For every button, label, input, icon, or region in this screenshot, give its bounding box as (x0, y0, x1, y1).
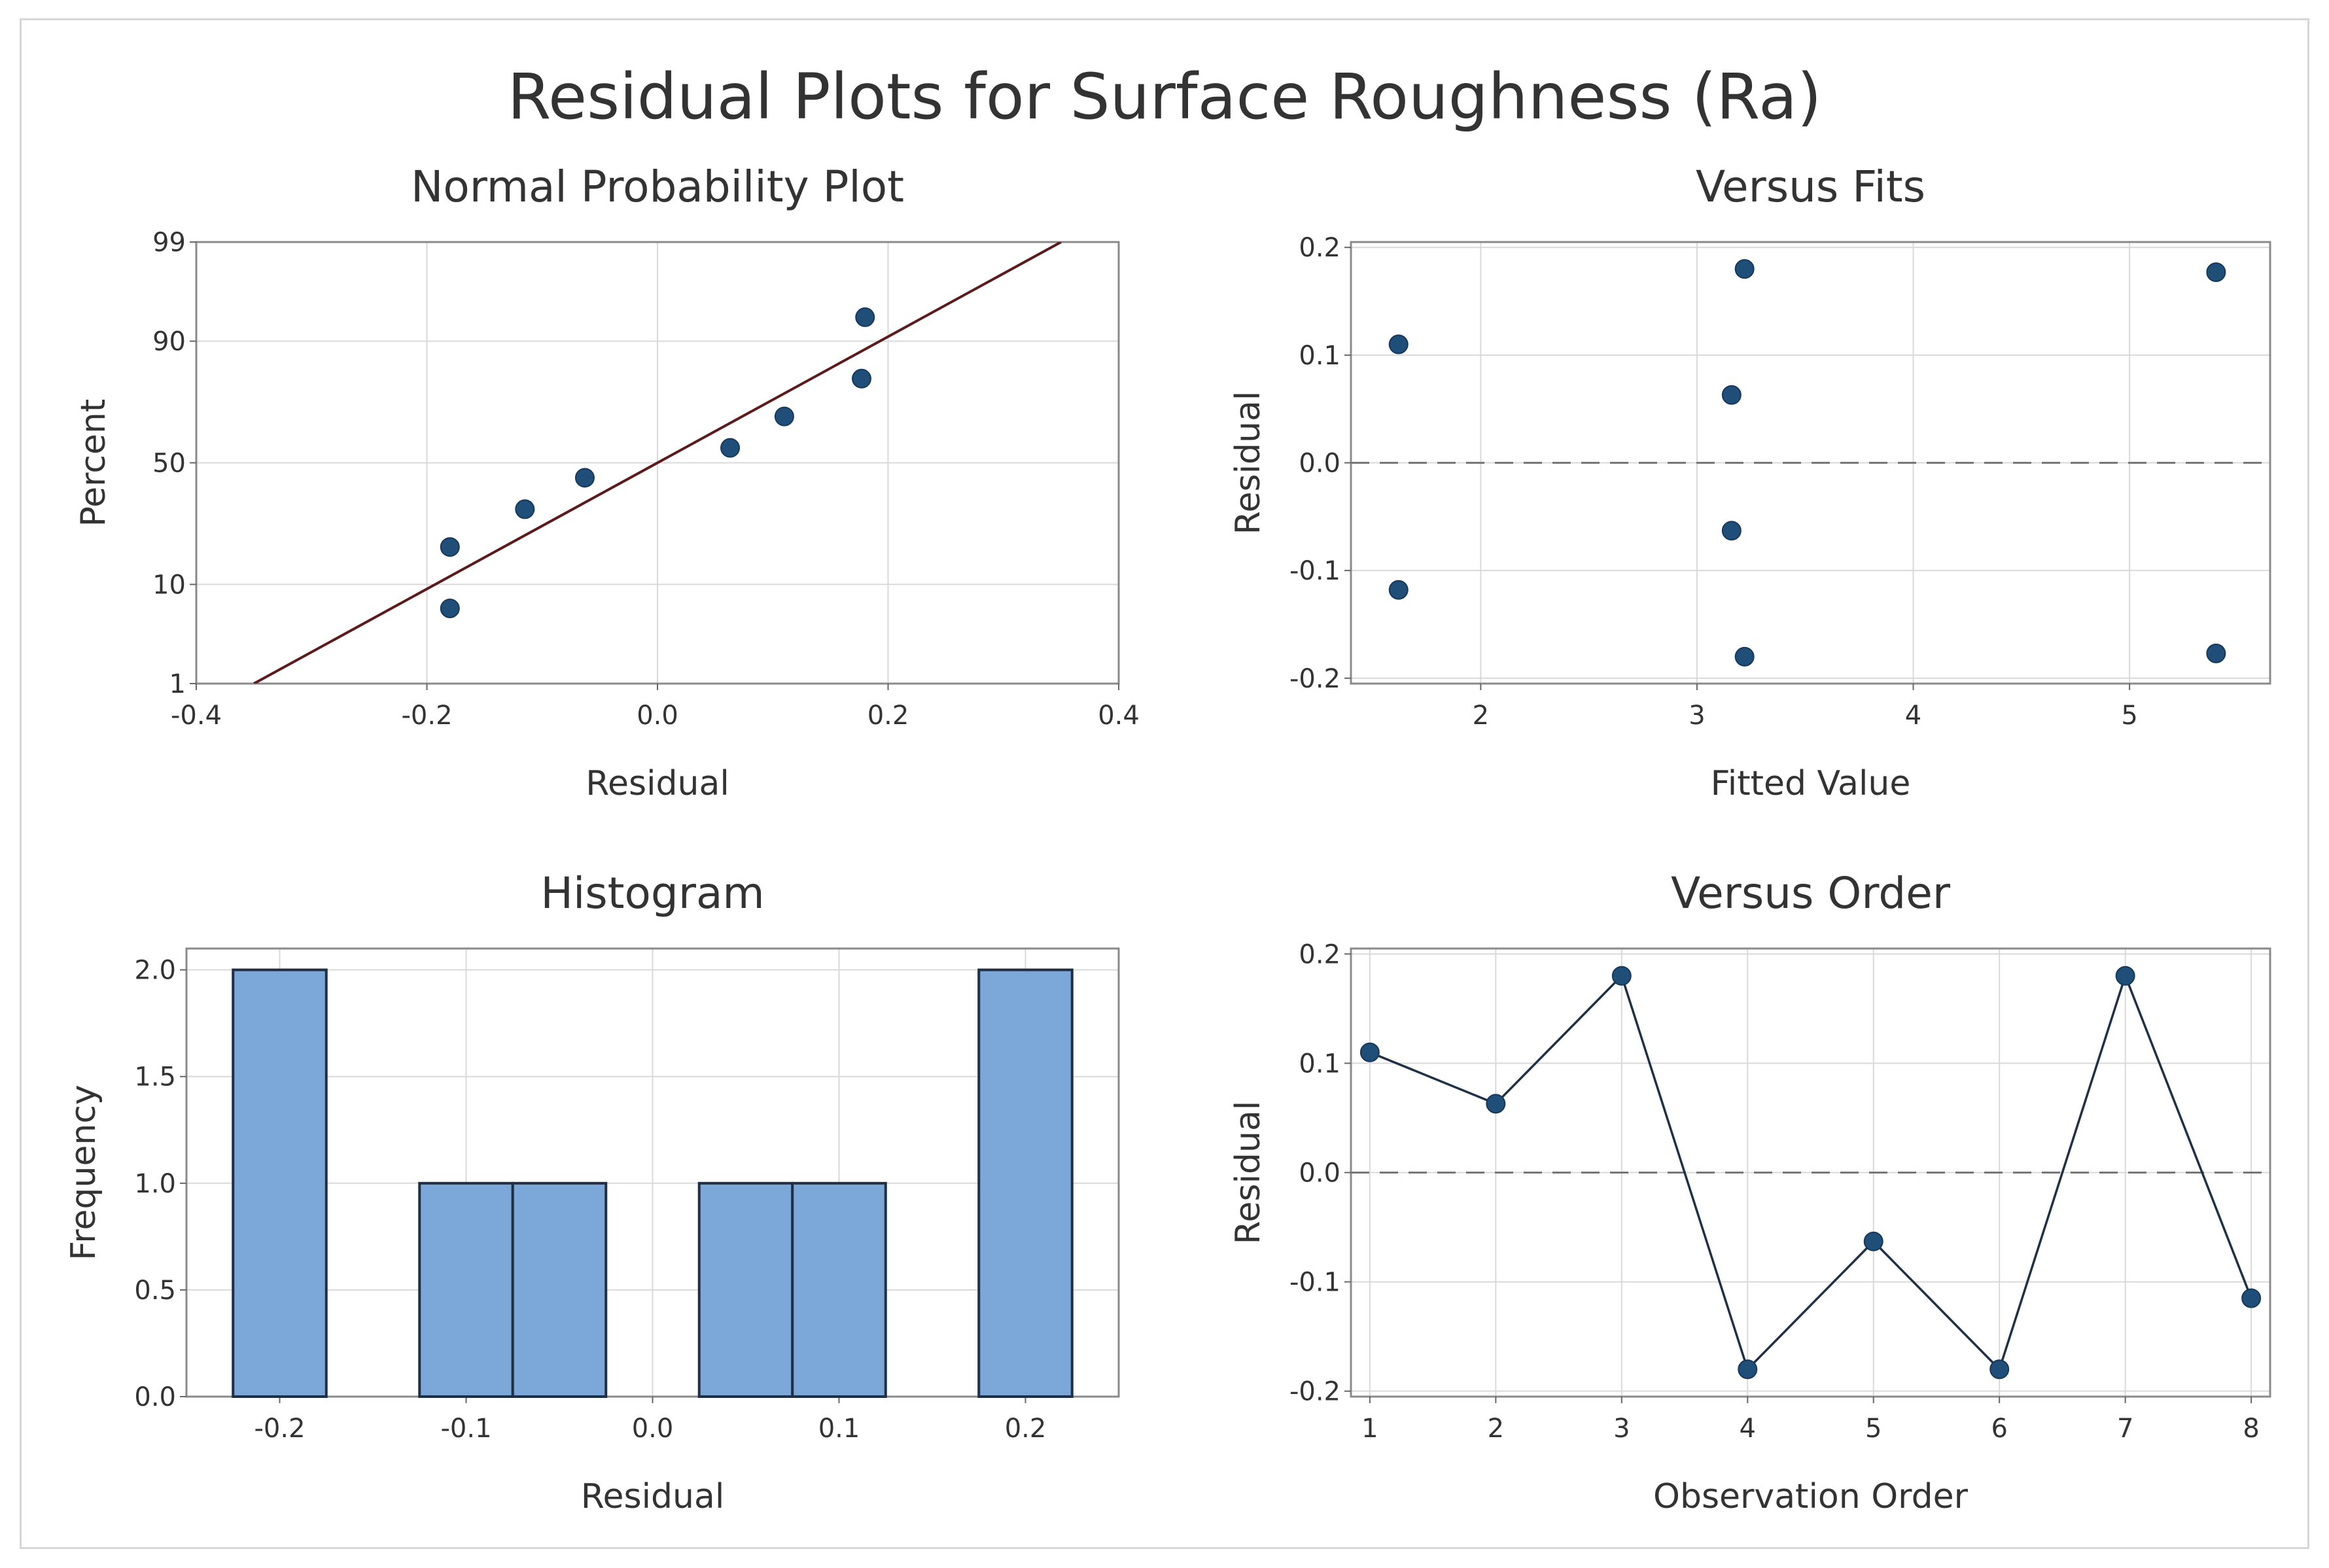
y-tick-label: -0.1 (1289, 1268, 1340, 1298)
y-tick-label: 2.0 (134, 956, 176, 986)
panel-title: Normal Probability Plot (411, 162, 904, 212)
x-tick-label: 0.2 (867, 701, 909, 731)
data-point (1359, 1042, 1380, 1062)
series-line (1369, 972, 2252, 1372)
y-axis-title: Residual (1229, 391, 1268, 535)
y-tick-label: 10 (152, 570, 186, 600)
y-tick-label: -0.2 (1289, 1377, 1340, 1407)
x-axis-title: Fitted Value (1711, 764, 1911, 803)
histogram-bar (977, 968, 1074, 1398)
x-tick-label: 3 (1613, 1414, 1630, 1444)
x-tick-label: 4 (1740, 1414, 1756, 1444)
x-tick-label: 0.0 (637, 701, 678, 731)
panel-npp: -0.4 -0.2 0.0 0.2 0.4 1 10 50 90 99 Normal Probabi… (74, 162, 1140, 803)
data-point (2241, 1288, 2262, 1308)
data-point (2115, 966, 2135, 986)
x-tick-label: 6 (1991, 1414, 2007, 1444)
x-tick-label: -0.2 (254, 1414, 305, 1444)
data-point (1734, 259, 1755, 279)
y-tick-label: 50 (152, 449, 186, 479)
x-axis-title: Residual (581, 1477, 725, 1516)
histogram-bar (511, 1181, 608, 1399)
y-axis-title: Frequency (64, 1085, 103, 1261)
y-tick-label: 0.0 (134, 1382, 176, 1412)
data-point (440, 537, 460, 557)
x-tick-label: -0.1 (440, 1414, 491, 1444)
data-point (1989, 1359, 2010, 1380)
x-tick-label: -0.4 (171, 701, 222, 731)
data-point (851, 368, 871, 389)
x-tick-label: 2 (1488, 1414, 1504, 1444)
x-tick-label: 0.0 (632, 1414, 674, 1444)
histogram-bar (697, 1181, 794, 1399)
data-point (1611, 966, 1632, 986)
histogram-bar (418, 1181, 514, 1399)
panel-order: 1 2 3 4 5 6 7 8 -0.2 -0.1 0.0 0.1 0.2 Versus Order Obs… (1229, 868, 2271, 1516)
histogram-bar (791, 1181, 887, 1399)
y-tick-label: 0.2 (1299, 233, 1340, 263)
data-point (1738, 1359, 1758, 1380)
x-tick-label: 0.1 (818, 1414, 860, 1444)
y-tick-label: 0.5 (134, 1276, 176, 1306)
panel-hist: -0.2 -0.1 0.0 0.1 0.2 0.0 0.5 1.0 1.5 2.0 Histogra… (64, 868, 1120, 1516)
y-tick-label: 0.0 (1299, 449, 1340, 479)
y-tick-label: 0.1 (1299, 1049, 1340, 1079)
y-tick-label: 1.5 (134, 1062, 176, 1092)
data-point (720, 438, 741, 458)
data-point (1388, 334, 1409, 355)
x-tick-label: 0.4 (1098, 701, 1140, 731)
x-tick-label: 0.2 (1005, 1414, 1047, 1444)
x-tick-label: 8 (2243, 1414, 2259, 1444)
y-tick-label: 0.0 (1299, 1159, 1340, 1189)
y-tick-label: 1.0 (134, 1169, 176, 1199)
data-point (1388, 580, 1409, 600)
data-point (1486, 1094, 1506, 1114)
y-axis-title: Percent (74, 399, 113, 527)
y-tick-label: 0.2 (1299, 939, 1340, 969)
y-tick-label: -0.2 (1289, 664, 1340, 694)
panel-title: Versus Fits (1696, 162, 1925, 212)
data-point (515, 499, 535, 519)
y-tick-label: 99 (152, 228, 186, 258)
data-point (2206, 643, 2226, 663)
data-point (440, 599, 460, 619)
figure-frame (20, 18, 2309, 1549)
x-tick-label: 2 (1473, 701, 1489, 731)
x-tick-label: 5 (1865, 1414, 1882, 1444)
data-point (855, 307, 875, 327)
data-point (2206, 262, 2226, 283)
panel-title: Histogram (540, 868, 764, 918)
x-axis-title: Observation Order (1653, 1477, 1969, 1516)
x-tick-label: 5 (2121, 701, 2137, 731)
x-tick-label: 4 (1905, 701, 1921, 731)
x-tick-label: 1 (1361, 1414, 1378, 1444)
y-tick-label: 1 (169, 669, 186, 699)
fit-line (253, 242, 1062, 684)
y-axis-title: Residual (1229, 1101, 1268, 1245)
y-tick-label: 0.1 (1299, 341, 1340, 371)
x-axis-title: Residual (586, 764, 729, 803)
y-tick-label: -0.1 (1289, 556, 1340, 586)
x-tick-label: 7 (2117, 1414, 2133, 1444)
panel-title: Versus Order (1671, 868, 1951, 918)
data-point (1721, 521, 1742, 541)
data-point (574, 468, 595, 488)
histogram-bar (232, 968, 328, 1398)
data-point (1863, 1231, 1883, 1251)
x-tick-label: 3 (1689, 701, 1705, 731)
data-point (1734, 646, 1755, 667)
x-tick-label: -0.2 (401, 701, 452, 731)
figure-title: Residual Plots for Surface Roughness (Ra… (507, 60, 1822, 133)
y-tick-label: 90 (152, 327, 186, 357)
data-point (774, 406, 794, 427)
data-point (1721, 385, 1742, 405)
panel-fits: 2 3 4 5 -0.2 -0.1 0.0 0.1 0.2 Versus Fits Fitted V… (1229, 162, 2271, 803)
